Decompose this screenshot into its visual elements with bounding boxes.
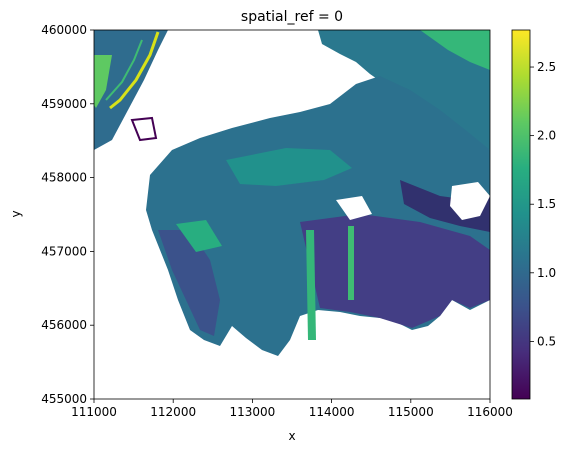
heatmap-region-east-dark — [400, 180, 490, 232]
colorbar-tick-label: 0.5 — [537, 334, 556, 348]
colorbar-ticks: 0.5 1.0 1.5 2.0 2.5 — [530, 60, 556, 348]
heatmap-gap-central — [336, 196, 372, 220]
heatmap-area — [94, 30, 490, 356]
y-tick-label: 458000 — [41, 171, 87, 185]
x-tick-label: 113000 — [229, 405, 275, 419]
heatmap-region-northwest-highlight — [94, 55, 112, 108]
heatmap-region-northeast-bright — [420, 30, 490, 70]
y-tick-label: 456000 — [41, 318, 87, 332]
x-axis-label: x — [288, 429, 295, 443]
x-tick-label: 114000 — [309, 405, 355, 419]
x-tick-label: 116000 — [467, 405, 513, 419]
colorbar-tick-label: 2.5 — [537, 60, 556, 74]
heatmap-region-vertical-streak-2 — [348, 226, 354, 300]
colorbar-tick-label: 1.5 — [537, 197, 556, 211]
heatmap-region-vertical-streak — [306, 230, 316, 340]
heatmap-region-middle-teal — [226, 148, 352, 186]
x-tick-label: 112000 — [150, 405, 196, 419]
y-axis: 455000 456000 457000 458000 459000 460000 — [41, 23, 94, 406]
heatmap-region-south-purple — [300, 214, 490, 328]
plot-frame — [93, 29, 491, 400]
heatmap-region-southwest-lobe — [158, 230, 220, 336]
x-tick-label: 111000 — [71, 405, 117, 419]
y-tick-label: 459000 — [41, 97, 87, 111]
heatmap-region-west-green — [176, 220, 222, 252]
heatmap-region-northwest-strip — [94, 30, 168, 150]
colorbar-tick-label: 1.0 — [537, 266, 556, 280]
chart-title: spatial_ref = 0 — [241, 9, 343, 25]
y-tick-label: 457000 — [41, 244, 87, 258]
colorbar-tick-label: 2.0 — [537, 129, 556, 143]
y-tick-label: 460000 — [41, 23, 87, 37]
y-axis-label: y — [9, 210, 23, 217]
heatmap-region-small-loop — [130, 116, 158, 142]
x-tick-label: 115000 — [388, 405, 434, 419]
x-axis: 111000 112000 113000 114000 115000 116000 — [71, 399, 513, 419]
colorbar — [511, 29, 531, 400]
heatmap-gap-east — [450, 182, 490, 220]
heatmap-region-northwest-green-line — [105, 39, 143, 101]
y-tick-label: 455000 — [41, 392, 87, 406]
heatmap-region-northwest-yellow-line — [109, 31, 160, 110]
